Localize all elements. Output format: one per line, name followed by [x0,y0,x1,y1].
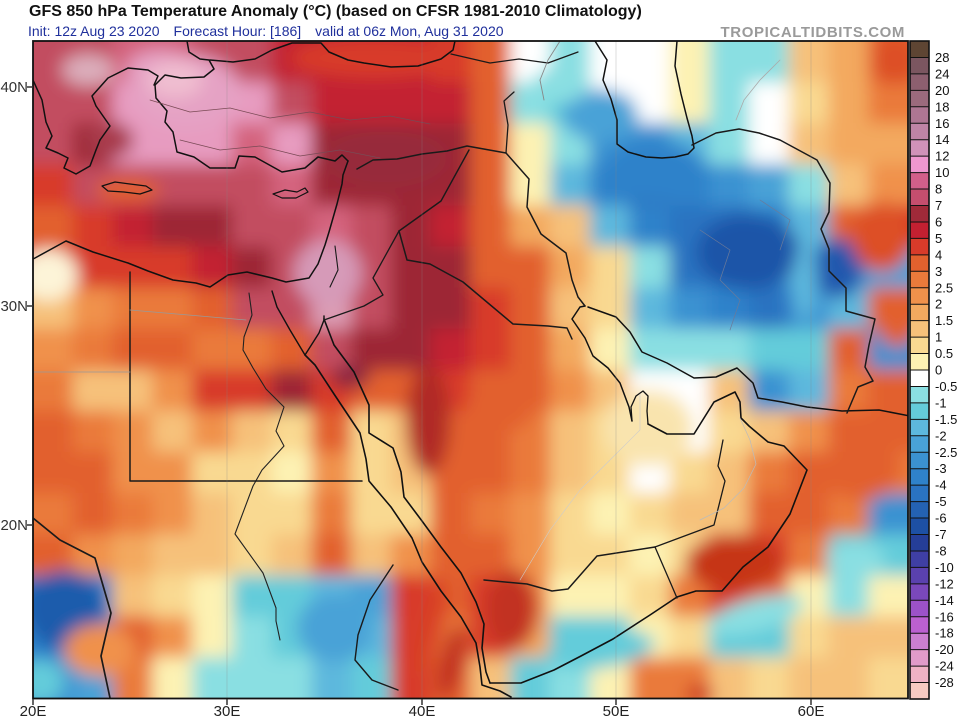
svg-text:20E: 20E [20,703,47,718]
svg-text:0: 0 [935,363,942,378]
svg-text:-10: -10 [935,560,954,575]
svg-text:20: 20 [935,83,949,98]
svg-text:-5: -5 [935,494,947,509]
svg-text:-24: -24 [935,659,954,674]
svg-text:14: 14 [935,132,949,147]
svg-text:-6: -6 [935,511,947,526]
svg-text:4: 4 [935,247,942,262]
svg-text:40E: 40E [409,703,436,718]
svg-text:-16: -16 [935,609,954,624]
svg-text:8: 8 [935,182,942,197]
svg-text:12: 12 [935,149,949,164]
svg-text:0.5: 0.5 [935,346,953,361]
svg-text:-7: -7 [935,527,947,542]
svg-text:50E: 50E [603,703,630,718]
svg-text:6: 6 [935,214,942,229]
svg-text:2.5: 2.5 [935,280,953,295]
svg-text:-4: -4 [935,478,947,493]
svg-text:30N: 30N [0,298,28,315]
svg-text:7: 7 [935,198,942,213]
svg-text:-2: -2 [935,428,947,443]
svg-text:16: 16 [935,116,949,131]
svg-text:-3: -3 [935,461,947,476]
svg-text:40N: 40N [0,79,28,96]
svg-text:5: 5 [935,231,942,246]
svg-text:-1.5: -1.5 [935,412,957,427]
svg-text:10: 10 [935,165,949,180]
svg-text:30E: 30E [214,703,241,718]
svg-text:18: 18 [935,99,949,114]
svg-text:-28: -28 [935,675,954,690]
svg-text:1.5: 1.5 [935,313,953,328]
svg-text:24: 24 [935,66,949,81]
svg-text:20N: 20N [0,517,28,534]
svg-text:-8: -8 [935,543,947,558]
svg-text:-1: -1 [935,395,947,410]
svg-text:-12: -12 [935,576,954,591]
svg-text:-14: -14 [935,593,954,608]
svg-text:-0.5: -0.5 [935,379,957,394]
svg-text:2: 2 [935,297,942,312]
svg-text:3: 3 [935,264,942,279]
svg-text:28: 28 [935,50,949,65]
svg-text:-2.5: -2.5 [935,445,957,460]
svg-text:-18: -18 [935,626,954,641]
svg-text:60E: 60E [798,703,825,718]
svg-text:-20: -20 [935,642,954,657]
svg-text:1: 1 [935,330,942,345]
